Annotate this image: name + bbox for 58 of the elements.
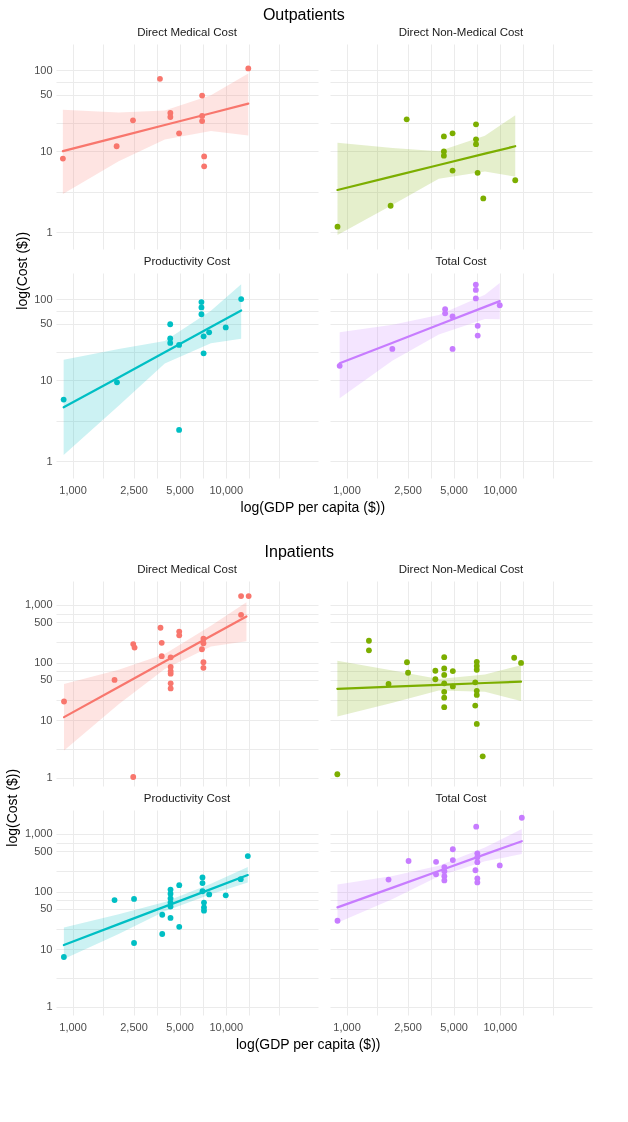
x-tick-label: 10,000 — [483, 1020, 518, 1033]
point — [440, 152, 447, 159]
y-tick-label: 500 — [34, 615, 53, 628]
x-tick-label: 1,000 — [333, 483, 361, 496]
y-tick-label: 1,000 — [24, 827, 53, 840]
chart-title: Productivity Cost — [143, 791, 231, 804]
x-tick-label: 1,000 — [59, 483, 87, 496]
y-tick-label: 50 — [40, 317, 53, 329]
point — [449, 130, 456, 137]
point — [440, 133, 447, 140]
y-tick-label: 10 — [40, 373, 53, 386]
x-tick-label: 1,000 — [333, 1020, 361, 1033]
y-tick-label: 10 — [40, 144, 53, 157]
x-tick-label: 2,500 — [394, 1020, 422, 1033]
chart-title: Total Cost — [435, 254, 488, 267]
x-axis-title: log(GDP per capita ($)) — [236, 1036, 381, 1052]
y-axis-title: log(Cost ($)) — [13, 231, 30, 310]
point — [449, 167, 456, 174]
x-tick-label: 5,000 — [440, 1020, 468, 1033]
x-tick-label: 5,000 — [166, 483, 194, 496]
y-tick-label: 100 — [34, 885, 53, 898]
y-axis-title: log(Cost ($)) — [4, 768, 21, 847]
y-tick-label: 50 — [40, 88, 53, 100]
y-tick-label: 100 — [34, 656, 53, 669]
chart-title: Direct Non-Medical Cost — [398, 25, 525, 38]
y-tick-label: 1 — [46, 1000, 53, 1013]
point — [473, 136, 479, 143]
x-tick-label: 10,000 — [209, 1020, 244, 1033]
x-tick-label: 5,000 — [440, 483, 468, 496]
y-tick-label: 1 — [46, 454, 53, 467]
chart-title: Direct Medical Cost — [137, 562, 238, 575]
y-tick-label: 1 — [46, 771, 53, 784]
text: Outpatients — [262, 5, 345, 23]
y-tick-label: 100 — [34, 292, 53, 305]
chart-title: Productivity Cost — [143, 254, 231, 267]
x-tick-label: 5,000 — [166, 1020, 194, 1033]
x-axis-title: log(GDP per capita ($)) — [240, 499, 386, 515]
x-tick-label: 10,000 — [209, 483, 244, 496]
y-tick-label: 1,000 — [24, 598, 53, 611]
x-tick-label: 2,500 — [120, 1020, 148, 1033]
point — [473, 121, 479, 128]
x-tick-label: 2,500 — [120, 483, 148, 496]
y-tick-label: 10 — [40, 942, 53, 955]
y-tick-label: 50 — [40, 902, 53, 915]
y-tick-label: 500 — [34, 844, 53, 857]
y-tick-label: 1 — [46, 225, 53, 238]
y-tick-label: 10 — [40, 713, 53, 726]
chart-title: Direct Non-Medical Cost — [398, 562, 525, 575]
x-tick-label: 2,500 — [394, 483, 422, 496]
x-tick-label: 10,000 — [483, 483, 518, 496]
y-tick-label: 100 — [34, 63, 53, 76]
x-tick-label: 1,000 — [59, 1020, 87, 1033]
text: Inpatients — [264, 542, 334, 560]
y-tick-label: 50 — [40, 673, 53, 686]
point — [473, 141, 479, 148]
chart-title: Direct Medical Cost — [137, 25, 238, 38]
point — [474, 169, 481, 176]
chart-title: Total Cost — [435, 791, 488, 804]
